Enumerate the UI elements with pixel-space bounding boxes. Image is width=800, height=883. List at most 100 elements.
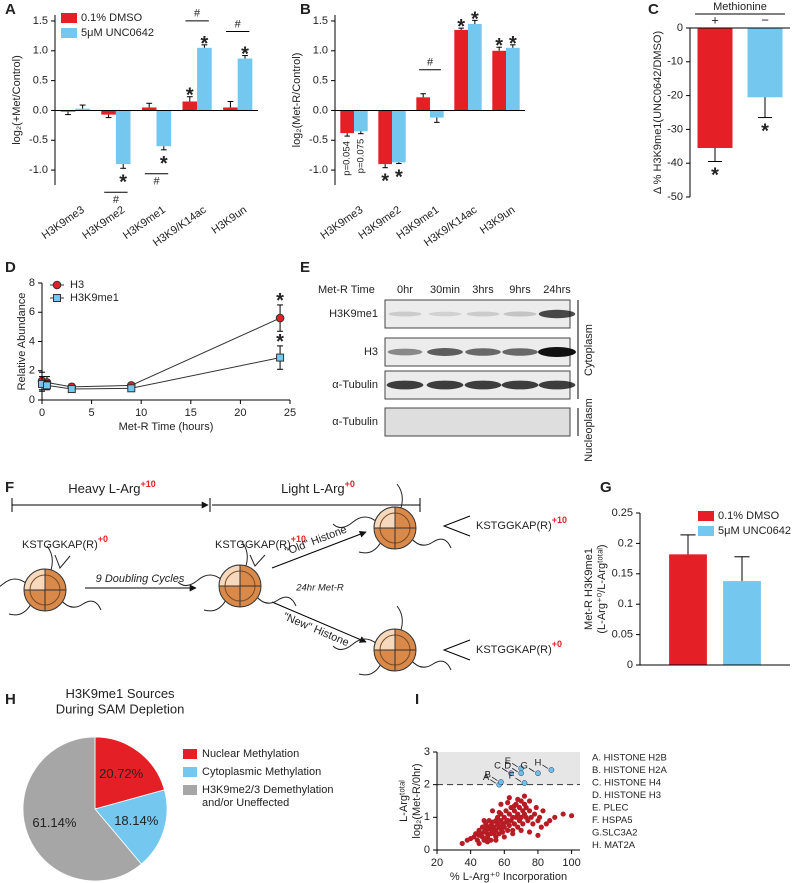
point [506, 822, 512, 829]
p-value: p=0.075 [355, 139, 366, 174]
x-tick-label: 100 [562, 857, 580, 869]
bar [75, 108, 90, 111]
tail-pointer [442, 639, 471, 661]
point [498, 779, 504, 785]
blot-band [501, 380, 539, 390]
significance: * [276, 290, 284, 312]
point [516, 804, 523, 811]
key-label: D. HISTONE H3 [592, 790, 661, 801]
hash: # [235, 18, 242, 30]
point [552, 814, 558, 820]
point-label: H [535, 757, 542, 768]
text-line: H3K9me1 Sources [65, 686, 175, 701]
y-tick-label: 1.5 [313, 15, 328, 27]
bar [101, 110, 116, 115]
series-line [41, 357, 281, 390]
y-tick-label: 0.25 [612, 507, 633, 519]
legend-label: H3 [70, 279, 84, 291]
y-tick-label: -40 [667, 157, 683, 169]
point-label: D [504, 761, 511, 772]
y-tick-label: -30 [667, 123, 683, 135]
y-tick-label: 0 [29, 394, 35, 406]
point [484, 839, 491, 845]
key-label: F. HSPA5 [592, 815, 632, 826]
histone-tail [332, 605, 452, 676]
row-label: α-Tubulin [332, 379, 378, 391]
text-line: log₂(Met-R/0hr) [411, 763, 423, 838]
point [501, 814, 507, 820]
bar [492, 50, 506, 111]
label-arrow [511, 762, 518, 768]
x-tick-label: − [761, 12, 769, 27]
y-axis-label: Relative Abundance [16, 293, 28, 391]
blot-band [538, 309, 576, 319]
hash: # [427, 57, 434, 69]
pie-slice [94, 736, 165, 810]
point [560, 811, 566, 817]
x-tick-label: 5 [89, 407, 95, 419]
significance: * [761, 121, 769, 143]
point [127, 384, 136, 393]
point [52, 280, 62, 290]
point-label: C [494, 761, 501, 772]
significance: * [160, 153, 168, 175]
branch-label: "New" Histone [281, 611, 350, 649]
y-tick-label: 0 [627, 659, 633, 671]
chart-title: H3K9me1 Sources During SAM Depletion [56, 686, 185, 717]
point [548, 767, 555, 773]
text-line: Met-R H3K9me1 [583, 548, 595, 630]
point-label: A [483, 772, 490, 783]
point [494, 814, 501, 820]
point [506, 795, 512, 801]
text-line: L-Argᵗᵒᵗᵃˡ [398, 780, 410, 822]
legend-swatch [698, 526, 714, 536]
significance: * [381, 171, 389, 193]
significance: * [471, 8, 479, 30]
hash: # [153, 176, 160, 188]
bar [468, 23, 482, 111]
peptide-pointer [249, 554, 266, 567]
point [53, 294, 61, 302]
blot-band [465, 348, 501, 356]
slice-label: 18.14% [114, 813, 159, 828]
point [518, 827, 524, 834]
phase-text: Light L-Arg [281, 481, 345, 496]
panel-label: H [5, 691, 16, 708]
x-tick-label: H3K9me3 [40, 204, 87, 242]
y-tick-label: 1.0 [313, 45, 328, 57]
blot-band [386, 380, 424, 390]
y-tick-label: -1.0 [29, 164, 48, 176]
point [526, 808, 533, 814]
significance: * [711, 165, 719, 187]
x-tick-label: H3K9me2 [80, 204, 127, 242]
point [459, 840, 465, 847]
y-axis-label: log₂(+Met/Control) [11, 55, 23, 145]
point [543, 821, 549, 827]
point [503, 808, 509, 814]
point [481, 818, 487, 824]
point [531, 811, 538, 817]
y-tick-label: 0.15 [612, 568, 633, 580]
point [525, 818, 531, 824]
blot-band [387, 348, 423, 356]
y-tick-label: 3 [424, 746, 430, 758]
x-tick-label: H3K9un [210, 204, 249, 237]
bar [182, 101, 198, 111]
x-axis-label: Met-R Time (hours) [119, 421, 214, 433]
x-tick-label: 20 [234, 407, 246, 419]
blot-band [428, 311, 462, 317]
point [515, 824, 521, 830]
x-tick-label: 10 [135, 407, 147, 419]
point [533, 804, 539, 811]
y-tick-label: -0.5 [309, 134, 328, 146]
y-tick-label: 1.5 [33, 15, 48, 27]
y-tick-label: 0.5 [33, 75, 48, 87]
panel-label: C [648, 1, 659, 18]
y-tick-label: 0 [424, 844, 430, 856]
blot-band [388, 311, 422, 317]
phase-sup: +0 [345, 479, 355, 489]
y-tick-label: 2 [29, 365, 35, 377]
point [484, 834, 491, 840]
point [476, 840, 482, 847]
phase-text: Heavy L-Arg [68, 481, 140, 496]
